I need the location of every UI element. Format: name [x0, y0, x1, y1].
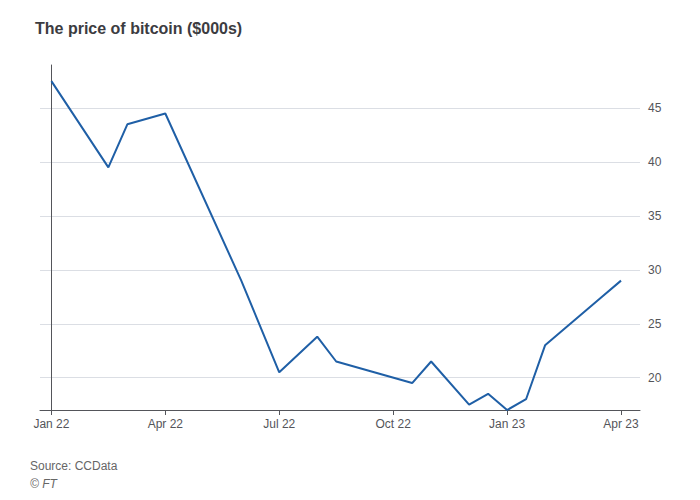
svg-text:Source: CCData: Source: CCData	[30, 459, 118, 473]
svg-text:45: 45	[648, 101, 662, 115]
svg-text:20: 20	[648, 371, 662, 385]
svg-text:25: 25	[648, 317, 662, 331]
svg-text:Jan 22: Jan 22	[33, 417, 69, 431]
svg-text:Oct 22: Oct 22	[375, 417, 411, 431]
svg-text:Apr 23: Apr 23	[603, 417, 639, 431]
svg-text:35: 35	[648, 209, 662, 223]
svg-text:© FT: © FT	[30, 477, 59, 491]
svg-text:The price of bitcoin ($000s): The price of bitcoin ($000s)	[35, 20, 242, 37]
svg-text:Apr 22: Apr 22	[148, 417, 184, 431]
svg-text:30: 30	[648, 263, 662, 277]
svg-text:Jan 23: Jan 23	[489, 417, 525, 431]
svg-text:40: 40	[648, 155, 662, 169]
svg-text:Jul 22: Jul 22	[263, 417, 295, 431]
